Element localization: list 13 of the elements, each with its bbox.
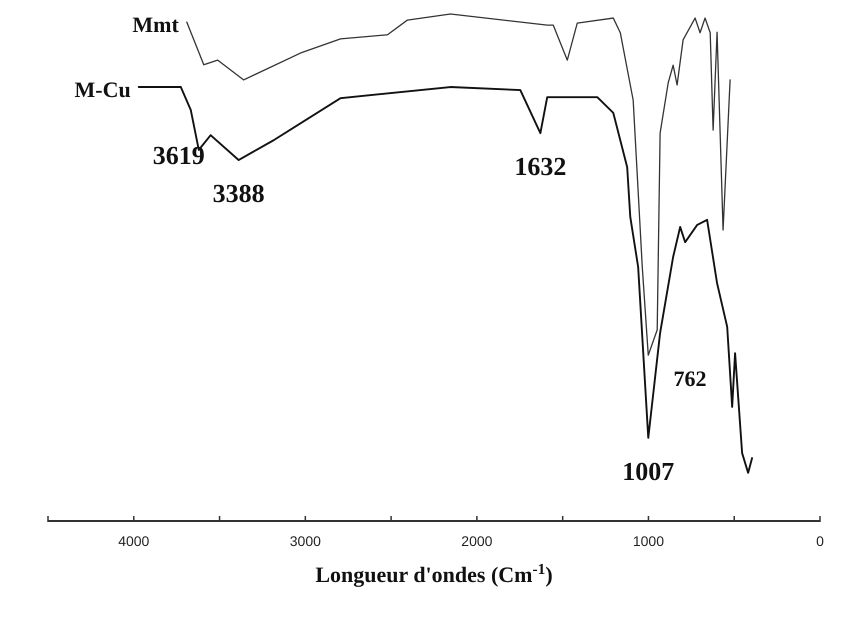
x-tick-label: 4000 [118,533,150,549]
x-tick-label: 3000 [290,533,322,549]
x-axis-title: Longueur d'ondes (Cm$^{-1}$) [315,560,553,587]
annotation: 1007 [622,456,674,486]
x-tick-label: 0 [816,533,824,549]
x-tick-label: 1000 [632,533,664,549]
series-label: M-Cu [74,77,131,102]
series-label: Mmt [132,12,180,38]
x-tick-label: 2000 [461,533,493,549]
annotation: 762 [674,366,706,391]
annotation: 1632 [514,152,566,182]
annotation: 3619 [152,140,205,170]
annotation: 3388 [212,179,265,208]
